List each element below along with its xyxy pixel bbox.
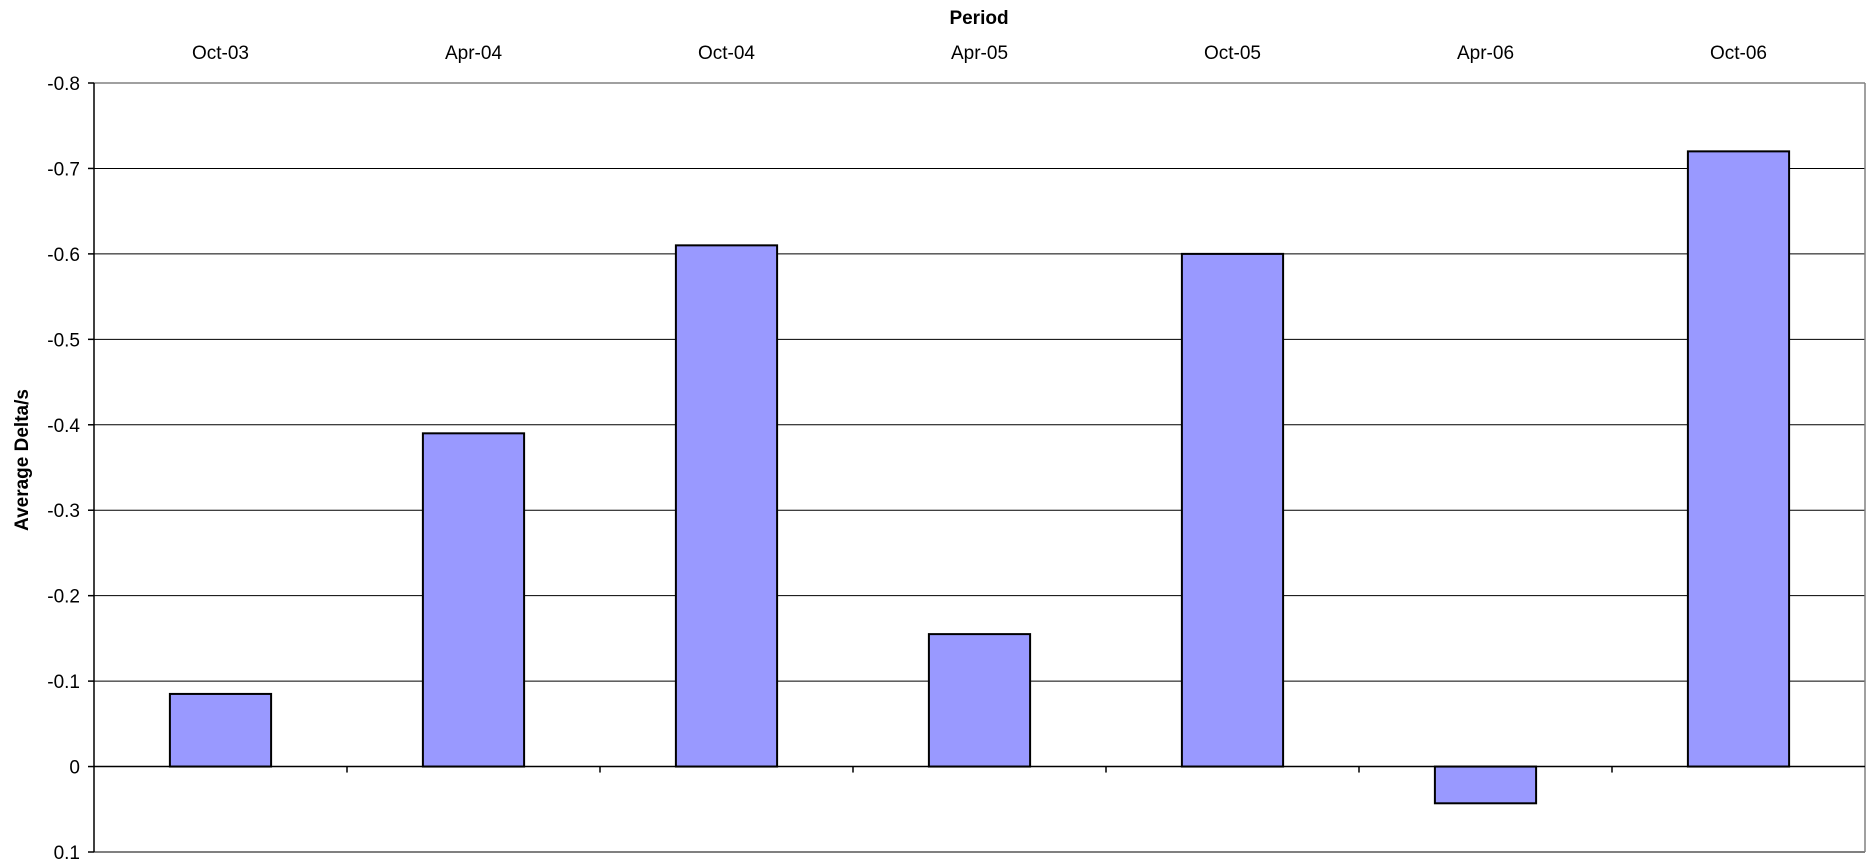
y-tick-labels: -0.8 -0.7 -0.6 -0.5 -0.4 -0.3 -0.2 -0.1 0 0.1 [47,74,80,864]
y-tick-label: 0.1 [54,843,80,864]
bar-oct-05 [1180,252,1285,768]
bar-apr-05 [927,633,1032,768]
axes [88,82,1866,853]
y-tick-label: -0.1 [47,672,80,693]
x-tick-label: Oct-03 [192,43,249,64]
bar-oct-04 [674,244,779,768]
y-tick-label: -0.4 [47,416,80,437]
y-tick-label: -0.3 [47,501,80,522]
bar-apr-06 [1433,765,1538,805]
bar-oct-03 [168,692,273,768]
y-tick-label: -0.2 [47,587,80,608]
y-tick-label: -0.5 [47,330,80,351]
x-tick-label: Apr-05 [951,43,1008,64]
x-tick-label: Oct-04 [698,43,755,64]
x-tick-label: Apr-04 [445,43,502,64]
bars [168,150,1791,805]
x-tick-label: Oct-05 [1204,43,1261,64]
y-tick-label: -0.8 [47,74,80,95]
y-tick-label: 0 [69,758,80,779]
x-tick-label: Oct-06 [1710,43,1767,64]
x-axis-title: Period [949,8,1008,29]
y-axis-title: Average Delta/s [12,389,33,531]
y-tick-label: -0.6 [47,245,80,266]
x-tick-labels: Oct-03 Apr-04 Oct-04 Apr-05 Oct-05 Apr-06 Oct-… [192,43,1767,64]
bar-apr-04 [421,432,526,768]
x-tick-label: Apr-06 [1457,43,1514,64]
y-tick-label: -0.7 [47,159,80,180]
bar-oct-06 [1686,150,1791,768]
